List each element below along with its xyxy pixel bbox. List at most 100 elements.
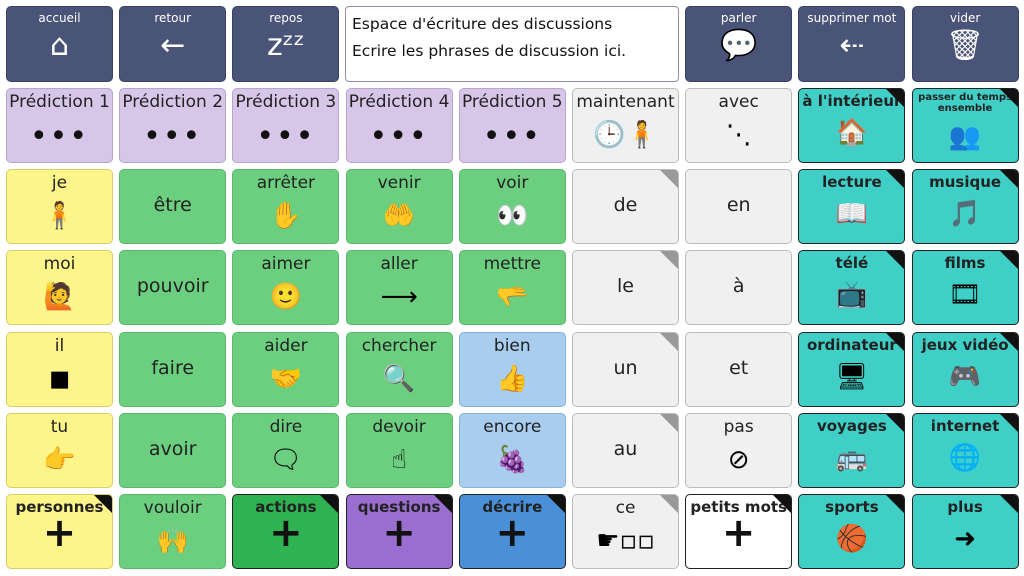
cell-en[interactable]: en <box>685 169 793 245</box>
cell-label: internet <box>930 416 1000 435</box>
cell-pas[interactable]: pas ⊘ <box>685 412 793 488</box>
folder-corner-icon <box>433 495 452 513</box>
cell-label: aimer <box>261 254 311 275</box>
cell-aimer[interactable]: aimer 🙂 <box>232 250 340 326</box>
cell-Prédiction-4[interactable]: Prédiction 4 ••• <box>345 88 453 163</box>
cell-de[interactable]: de <box>572 169 679 245</box>
cell-lecture[interactable]: lecture 📖 <box>798 169 906 245</box>
cell-plus[interactable]: plus ➜ <box>911 494 1019 569</box>
cell-avoir[interactable]: avoir <box>119 412 227 488</box>
cell-musique[interactable]: musique 🎵 <box>911 169 1019 245</box>
now-icon: 🕒🧍 <box>593 120 658 150</box>
cell-label: en <box>726 194 751 217</box>
cell-Prédiction-3[interactable]: Prédiction 3 ••• <box>232 88 340 163</box>
house-inside-icon: 🏠 <box>835 118 869 148</box>
say-icon: 🗨 <box>269 444 303 475</box>
cell-jeux-vidéo[interactable]: jeux vidéo 🎮 <box>911 331 1019 407</box>
cell-venir[interactable]: venir 🤲 <box>345 169 453 245</box>
toolbar-button-repos[interactable]: repos zᶻᶻ <box>232 6 340 82</box>
cell-faire[interactable]: faire <box>119 331 227 407</box>
cell-bien[interactable]: bien 👍 <box>458 331 566 407</box>
cell-label: avec <box>718 92 759 112</box>
cell-label: films <box>944 254 986 273</box>
cell-label: moi <box>43 254 76 275</box>
cell-label: décrire <box>482 498 543 516</box>
cell-un[interactable]: un <box>572 331 679 407</box>
no-icon: ⊘ <box>727 444 750 475</box>
cell-vouloir[interactable]: vouloir 🙌 <box>119 494 227 569</box>
cell-à[interactable]: à <box>685 250 793 326</box>
cell-décrire[interactable]: décrire + <box>458 494 566 569</box>
cell-label: voyages <box>816 416 887 435</box>
cell-encore[interactable]: encore 🍇 <box>458 412 566 488</box>
cell-label: jeux vidéo <box>921 335 1009 354</box>
cell-label: voir <box>496 173 529 194</box>
cell-tu[interactable]: tu 👉 <box>6 412 113 488</box>
cell-label: aller <box>380 254 418 275</box>
cell-label: devoir <box>372 416 426 437</box>
cell-label: supprimer mot <box>807 11 897 25</box>
cell-sports[interactable]: sports 🏀 <box>798 494 906 569</box>
cell-label: retour <box>154 11 191 25</box>
message-window[interactable]: Espace d'écriture des discussions Ecrire … <box>345 6 679 82</box>
cell-et[interactable]: et <box>685 331 793 407</box>
cell-label: le <box>617 275 634 298</box>
cell-aider[interactable]: aider 🤝 <box>232 331 340 407</box>
cell-ce[interactable]: ce ☛▫▫ <box>572 494 679 569</box>
cell-label: lecture <box>822 173 882 192</box>
cell-label: questions <box>357 498 441 516</box>
cell-dire[interactable]: dire 🗨 <box>232 412 340 488</box>
cell-avec[interactable]: avec ⋱ <box>685 88 793 163</box>
cell-label: venir <box>377 173 421 194</box>
cell-label: maintenant <box>576 92 675 112</box>
cell-chercher[interactable]: chercher 🔍 <box>345 331 453 407</box>
cell-le[interactable]: le <box>572 250 679 326</box>
cell-aller[interactable]: aller ⟶ <box>345 250 453 326</box>
message-line2: Ecrire les phrases de discussion ici. <box>352 42 627 60</box>
ellipsis-icon: ••• <box>29 119 90 154</box>
arrow-right-icon: ➜ <box>954 524 976 554</box>
cell-label: il <box>54 335 65 356</box>
toolbar-button-vider[interactable]: vider 🗑 <box>911 6 1019 82</box>
cell-mettre[interactable]: mettre 🫳 <box>458 250 566 326</box>
cell-passer-du-temps-ensemble[interactable]: passer du temps ensemble 👥 <box>911 88 1019 163</box>
arrow-left-icon: ← <box>160 28 186 63</box>
cell-être[interactable]: être <box>119 169 227 245</box>
cell-label: faire <box>151 356 195 379</box>
cell-ordinateur[interactable]: ordinateur 🖥 <box>798 331 906 407</box>
folder-corner-icon <box>660 251 678 270</box>
cell-pouvoir[interactable]: pouvoir <box>119 250 227 326</box>
cell-label: un <box>613 356 638 379</box>
cell-questions[interactable]: questions + <box>345 494 453 569</box>
folder-corner-icon <box>999 251 1018 270</box>
cell-au[interactable]: au <box>572 412 679 488</box>
toolbar-button-retour[interactable]: retour ← <box>119 6 227 82</box>
cell-petits-mots[interactable]: petits mots + <box>685 494 793 569</box>
cell-maintenant[interactable]: maintenant 🕒🧍 <box>572 88 679 163</box>
toolbar-button-parler[interactable]: parler 💬 <box>685 6 793 82</box>
cell-films[interactable]: films 🎞 <box>911 250 1019 326</box>
cell-moi[interactable]: moi 🙋 <box>6 250 113 326</box>
cell-à-l-intérieur[interactable]: à l'intérieur 🏠 <box>798 88 906 163</box>
plus-icon: + <box>269 510 303 556</box>
cell-internet[interactable]: internet 🌐 <box>911 412 1019 488</box>
cell-voir[interactable]: voir 👀 <box>458 169 566 245</box>
cell-je[interactable]: je 🧍 <box>6 169 113 245</box>
cell-devoir[interactable]: devoir ☝ <box>345 412 453 488</box>
folder-corner-icon <box>886 495 905 513</box>
cell-Prédiction-2[interactable]: Prédiction 2 ••• <box>119 88 227 163</box>
cell-label: ordinateur <box>806 335 897 354</box>
cell-voyages[interactable]: voyages 🚌 <box>798 412 906 488</box>
cell-personnes[interactable]: personnes + <box>6 494 113 569</box>
cell-Prédiction-5[interactable]: Prédiction 5 ••• <box>458 88 566 163</box>
more-icon: 🍇 <box>496 444 529 475</box>
thumbs-up-icon: 👍 <box>496 363 529 394</box>
toolbar-button-supprimer-mot[interactable]: supprimer mot ⇠ <box>798 6 906 82</box>
cell-il[interactable]: il ◼ <box>6 331 113 407</box>
cell-télé[interactable]: télé 📺 <box>798 250 906 326</box>
toolbar-button-accueil[interactable]: accueil ⌂ <box>6 6 113 82</box>
cell-label: à l'intérieur <box>802 92 902 110</box>
cell-arrêter[interactable]: arrêter ✋ <box>232 169 340 245</box>
cell-Prédiction-1[interactable]: Prédiction 1 ••• <box>6 88 113 163</box>
cell-actions[interactable]: actions + <box>232 494 340 569</box>
